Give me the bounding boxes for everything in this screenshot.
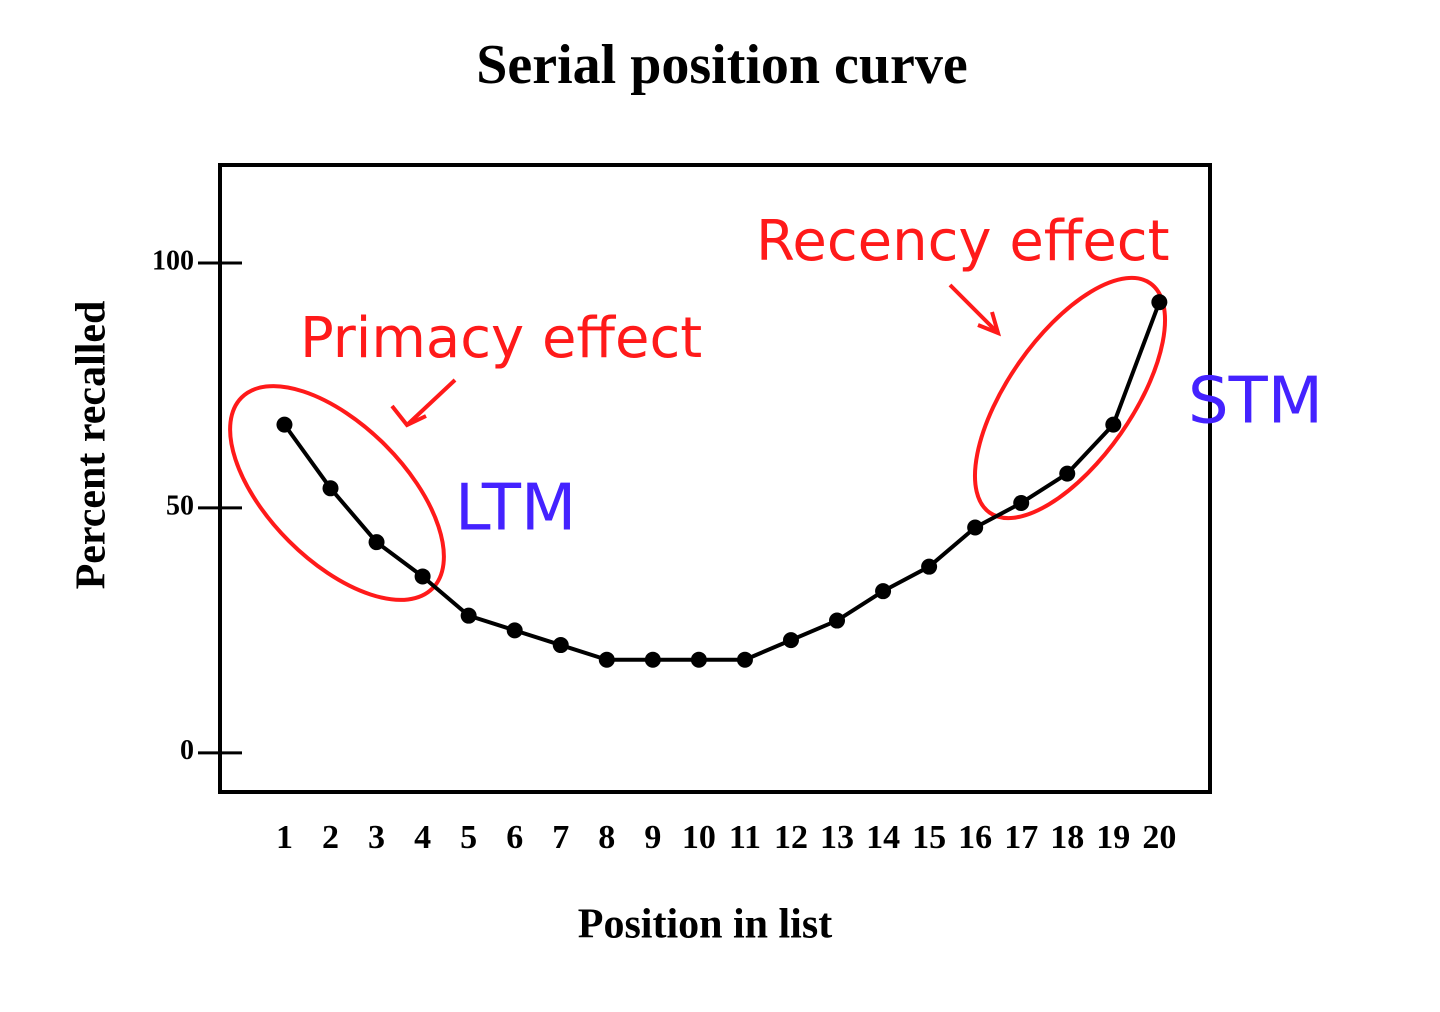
x-tick-label: 6 (506, 819, 523, 856)
x-tick-label: 10 (682, 819, 716, 856)
x-tick-label: 16 (958, 819, 992, 856)
data-point (690, 651, 707, 668)
recency-arrow-head (977, 311, 1002, 337)
x-tick-label: 7 (552, 819, 569, 856)
x-tick-label: 13 (820, 819, 854, 856)
y-axis-title: Percent recalled (69, 301, 115, 590)
x-tick-label: 2 (322, 819, 339, 856)
x-axis-title: Position in list (578, 902, 832, 948)
data-point (506, 622, 523, 639)
data-point (598, 651, 615, 668)
annotation: LTM (455, 472, 576, 546)
data-point (414, 568, 431, 585)
data-point (875, 583, 892, 600)
annotation: Primacy effect (300, 306, 702, 371)
data-point (1151, 294, 1168, 311)
recency-ellipse (972, 275, 1168, 521)
data-point (460, 607, 477, 624)
data-point (552, 637, 569, 654)
x-tick-label: 4 (414, 819, 431, 856)
primacy-ellipse (228, 384, 446, 602)
curve (282, 301, 1162, 662)
x-tick-label: 12 (774, 819, 808, 856)
data-point (782, 632, 799, 649)
x-tick-label: 19 (1096, 819, 1130, 856)
y-tick-label: 50 (166, 490, 194, 521)
y-tick-label: 100 (152, 245, 194, 276)
x-tick-label: 5 (460, 819, 477, 856)
data-point (1059, 465, 1076, 482)
x-tick-label: 20 (1142, 819, 1176, 856)
x-tick-label: 9 (644, 819, 661, 856)
recency-arrow (948, 283, 1000, 335)
chart-title: Serial position curve (476, 34, 968, 96)
data-point (322, 480, 339, 497)
annotation: Recency effect (756, 209, 1170, 274)
x-tick-label: 14 (866, 819, 900, 856)
primacy-arrow-head (390, 404, 427, 428)
x-tick-label: 15 (912, 819, 946, 856)
x-tick-label: 17 (1004, 819, 1038, 856)
data-point (829, 612, 846, 629)
data-point (276, 416, 293, 433)
data-point (644, 651, 661, 668)
x-tick-label: 1 (276, 819, 293, 856)
data-point (967, 519, 984, 536)
data-point (1105, 416, 1122, 433)
plot-frame (218, 163, 1212, 794)
x-tick-label: 3 (368, 819, 385, 856)
x-tick-label: 18 (1050, 819, 1084, 856)
x-tick-label: 8 (598, 819, 615, 856)
x-tick-label: 11 (729, 819, 761, 856)
annotation: STM (1188, 365, 1323, 439)
data-point (736, 651, 753, 668)
data-point (921, 558, 938, 575)
data-point (368, 534, 385, 551)
y-tick-label: 0 (180, 735, 194, 766)
data-point (1013, 494, 1030, 511)
primacy-arrow (405, 378, 457, 427)
